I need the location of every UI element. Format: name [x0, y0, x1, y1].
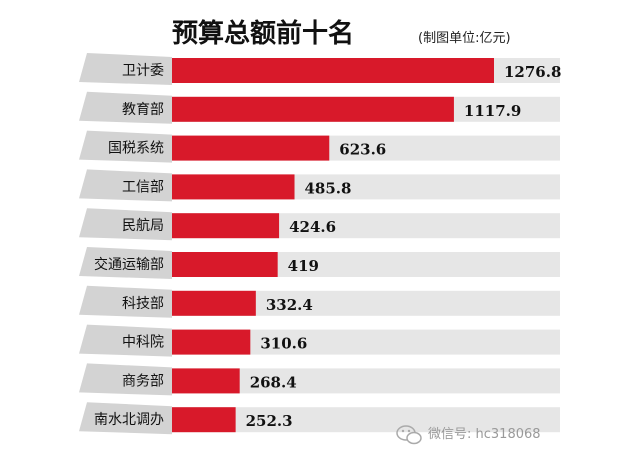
category-label: 工信部: [122, 179, 164, 195]
category-tab: [79, 53, 172, 85]
watermark: 微信号: hc318068: [396, 425, 541, 445]
category-label: 国税系统: [108, 141, 164, 157]
bar: [172, 135, 330, 161]
value-label: 419: [288, 257, 319, 275]
category-tab: [79, 363, 172, 396]
category-tab: [79, 130, 172, 163]
category-label: 民航局: [122, 218, 164, 234]
category-label: 交通运输部: [94, 256, 164, 273]
value-label: 252.3: [246, 412, 293, 430]
category-label: 商务部: [122, 373, 164, 389]
row-1: 教育部 1117.9: [79, 91, 560, 124]
value-label: 310.6: [260, 335, 307, 353]
bar: [172, 407, 236, 433]
unit-note: (制图单位:亿元): [418, 31, 511, 46]
category-tab: [79, 91, 172, 124]
wechat-icon: [396, 425, 422, 445]
row-6: 科技部 332.4: [79, 285, 560, 318]
row-4: 民航局 424.6: [79, 208, 560, 241]
value-label: 1117.9: [464, 102, 521, 120]
category-tab: [79, 402, 172, 435]
watermark-text: 微信号: hc318068: [428, 427, 541, 442]
category-label: 卫计委: [122, 63, 164, 79]
bar: [172, 329, 251, 355]
bar: [172, 96, 454, 122]
bar-track: [172, 407, 560, 433]
category-tab: [79, 324, 172, 357]
bar-rows: 卫计委 1276.8 教育部 1117.9 国税系统 623.6 工信部 485.8 民航局 42…: [79, 53, 561, 435]
category-tab: [79, 247, 172, 279]
category-label: 科技部: [122, 296, 164, 312]
row-0: 卫计委 1276.8: [79, 53, 561, 85]
value-label: 332.4: [266, 296, 313, 314]
value-label: 268.4: [250, 373, 297, 391]
bar: [172, 368, 240, 394]
category-label: 南水北调办: [94, 412, 164, 428]
bar: [172, 58, 494, 83]
row-9: 南水北调办 252.3: [79, 402, 560, 435]
bar: [172, 213, 280, 239]
value-label: 1276.8: [504, 63, 561, 81]
bar: [172, 252, 278, 277]
category-tab: [79, 285, 172, 318]
value-label: 623.6: [339, 141, 386, 159]
category-tab: [79, 169, 172, 202]
category-label: 教育部: [122, 102, 164, 118]
category-tab: [79, 208, 172, 241]
row-2: 国税系统 623.6: [79, 130, 560, 163]
row-8: 商务部 268.4: [79, 363, 560, 396]
value-label: 485.8: [305, 179, 352, 197]
row-7: 中科院 310.6: [79, 324, 560, 357]
bar: [172, 290, 256, 316]
value-label: 424.6: [289, 218, 336, 236]
row-3: 工信部 485.8: [79, 169, 560, 202]
row-5: 交通运输部 419: [79, 247, 560, 279]
bar: [172, 174, 295, 200]
category-label: 中科院: [122, 335, 164, 351]
chart-title: 预算总额前十名: [172, 18, 354, 49]
